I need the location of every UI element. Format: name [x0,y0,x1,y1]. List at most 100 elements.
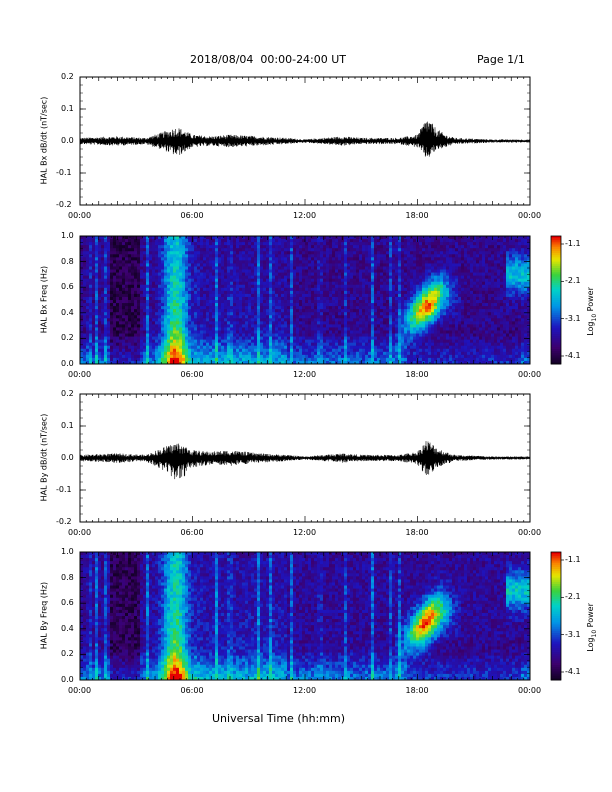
colorbar-segment [551,261,561,265]
colorbar-segment [551,609,561,613]
x-tick-label: 00:00 [518,528,542,537]
colorbar-segment [551,282,561,286]
colorbar-segment [551,248,561,252]
colorbar-segment [551,665,561,668]
colorbar-segment [551,643,561,647]
colorbar-segment [551,306,561,310]
y-tick-label: 0.0 [61,359,74,368]
colorbar-tick-label: -4.1 [565,351,581,360]
colorbar-segment [551,626,561,630]
colorbar-segment [551,308,561,312]
colorbar-segment [551,616,561,619]
x-tick-label: 00:00 [68,370,92,379]
colorbar-segment [551,662,561,666]
x-tick-label: 00:00 [518,370,542,379]
colorbar-segment [551,552,561,555]
colorbar-segment [551,336,561,339]
colorbar-segment [551,327,561,331]
colorbar-segment [551,250,561,254]
y-tick-label: -0.2 [56,200,72,209]
colorbar-segment [551,278,561,282]
x-tick-label: 18:00 [405,528,429,537]
colorbar-title-base: 10 [590,313,598,322]
y-tick-label: 0.8 [61,572,74,582]
colorbar-segment [551,265,561,269]
colorbar-segment [551,575,561,579]
colorbar-frame [550,235,562,365]
colorbar-segment [551,598,561,602]
colorbar-segment [551,605,561,608]
x-axis-title: Universal Time (hh:mm) [212,712,345,725]
colorbar-segment [551,658,561,662]
colorbar-segment [551,329,561,333]
colorbar-segment [551,287,561,290]
colorbar-segment [551,253,561,256]
colorbar-segment [551,246,561,250]
y-tick-label: 1.0 [61,231,74,240]
colorbar-segment [551,353,561,356]
colorbar-segment [551,293,561,297]
x-tick-label: 12:00 [293,528,317,537]
colorbar-segment [551,645,561,649]
x-tick-label: 06:00 [180,528,204,537]
colorbar-segment [551,620,561,623]
colorbar-segment [551,355,561,359]
colorbar-segment [551,270,561,273]
colorbar-segment [551,361,561,365]
y-axis-label: HAL By Freq (Hz) [39,581,49,650]
colorbar-segment [551,242,561,246]
colorbar-segment [551,297,561,301]
x-tick-label: 06:00 [180,211,204,220]
colorbar-segment [551,639,561,643]
x-tick-label: 18:00 [405,370,429,379]
colorbar-segment [551,603,561,606]
y-tick-label: 0.2 [61,72,74,81]
colorbar-segment [551,592,561,596]
colorbar-segment [551,586,561,589]
y-axis-label: HAL By dB/dt (nT/sec) [39,413,49,502]
y-tick-label: 0.4 [61,307,74,317]
colorbar-segment [551,622,561,626]
colorbar-segment [551,314,561,318]
y-tick-label: 0.2 [61,389,74,398]
colorbar-segment [551,291,561,295]
colorbar-segment [551,357,561,361]
colorbar-segment [551,349,561,352]
y-tick-label: 0.4 [61,623,74,633]
colorbar-segment [551,244,561,248]
colorbar-segment [551,257,561,260]
colorbar-segment [551,667,561,670]
colorbar-segment [551,344,561,348]
colorbar-segment [551,556,561,559]
colorbar-segment [551,325,561,329]
spectrogram [80,236,531,365]
colorbar-title-power: Power [586,603,596,630]
colorbar-segment [551,554,561,557]
colorbar-segment [551,648,561,651]
colorbar-segment [551,276,561,280]
colorbar-segment [551,280,561,284]
colorbar-segment [551,295,561,299]
x-tick-label: 00:00 [68,528,92,537]
y-tick-label: 0.2 [61,649,74,659]
colorbar-segment [551,601,561,604]
colorbar-segment [551,669,561,672]
colorbar-tick-label: -1.1 [565,239,581,248]
colorbar-segment [551,596,561,600]
colorbar-segment [551,624,561,628]
colorbar-segment [551,641,561,645]
colorbar-tick-label: -4.1 [565,667,581,676]
colorbar-title-log: Log [586,321,596,336]
colorbar-segment [551,607,561,611]
colorbar-segment [551,630,561,634]
colorbar-segment [551,675,561,679]
y-tick-label: 0.0 [61,453,74,462]
colorbar-segment [551,594,561,598]
colorbar-segment [551,577,561,581]
y-tick-label: -0.1 [56,168,72,177]
x-tick-label: 18:00 [405,686,429,695]
x-tick-label: 00:00 [518,211,542,220]
colorbar-segment [551,323,561,327]
colorbar-segment [551,566,561,570]
colorbar-tick-label: -2.1 [565,276,581,286]
